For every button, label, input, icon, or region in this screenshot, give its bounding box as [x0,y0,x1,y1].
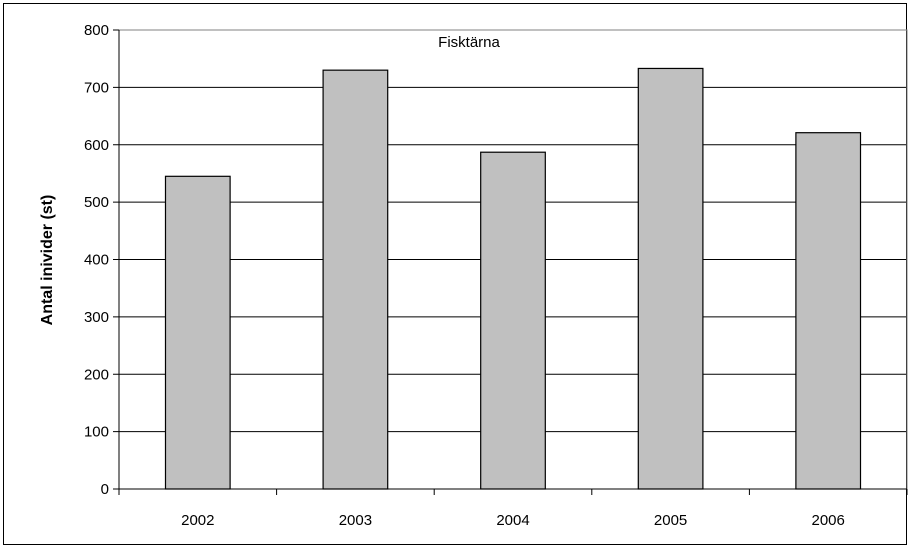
chart-frame [3,3,907,545]
y-tick-label-100: 100 [84,424,109,441]
y-axis-label: Antal inivider (st) [39,195,56,326]
y-tick-label-0: 0 [101,481,109,498]
y-tick-label-800: 800 [84,22,109,39]
y-tick-label-600: 600 [84,137,109,154]
chart-title: Fisktärna [438,34,500,51]
bars [164,67,862,490]
axes [113,29,908,495]
bar-2006 [795,132,862,490]
y-tick-label-400: 400 [84,252,109,269]
y-tick-labels: 0 100 200 300 400 500 600 700 800 [84,22,109,498]
bar-2003 [322,69,389,490]
bar-2004 [480,151,546,490]
y-tick-label-700: 700 [84,79,109,96]
y-tick-label-300: 300 [84,309,109,326]
x-tick-label-2004: 2004 [496,512,529,529]
y-tick-label-500: 500 [84,194,109,211]
x-tick-label-2002: 2002 [181,512,214,529]
bar-2002 [164,175,231,490]
x-tick-label-2003: 2003 [339,512,372,529]
x-tick-labels: 2002 2003 2004 2005 2006 [181,512,845,529]
bar-2005 [637,67,704,490]
y-tick-label-200: 200 [84,366,109,383]
x-tick-label-2005: 2005 [654,512,687,529]
x-tick-label-2006: 2006 [812,512,845,529]
